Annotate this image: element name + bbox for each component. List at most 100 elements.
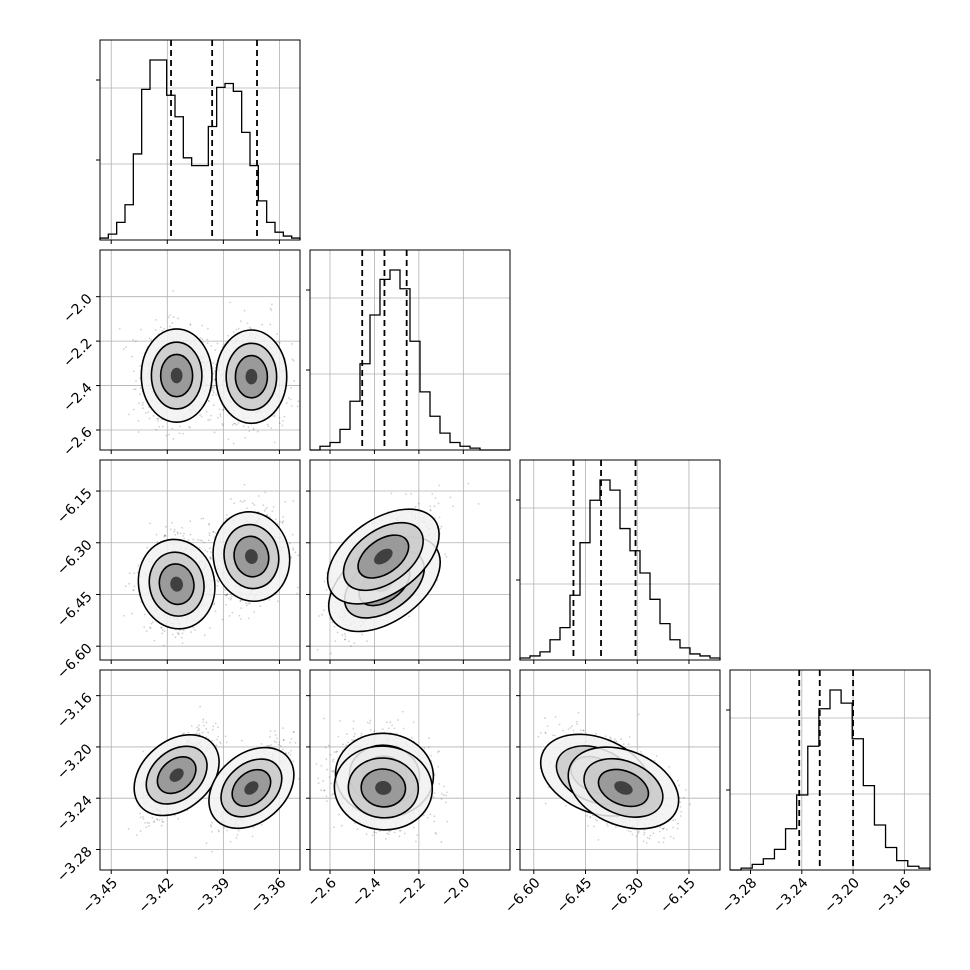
scatter-point xyxy=(272,505,275,508)
scatter-point xyxy=(169,528,172,531)
histogram-2 xyxy=(519,479,721,660)
scatter-point xyxy=(438,484,441,487)
scatter-point xyxy=(273,441,276,444)
scatter-point xyxy=(163,535,165,538)
scatter-point xyxy=(201,338,204,341)
scatter-point xyxy=(162,644,165,647)
scatter-point xyxy=(467,482,470,485)
scatter-point xyxy=(225,594,228,597)
scatter-point xyxy=(230,498,232,500)
scatter-point xyxy=(243,483,246,486)
scatter-point xyxy=(160,626,163,629)
scatter-point xyxy=(221,424,224,427)
scatter-point xyxy=(273,415,276,418)
scatter-point xyxy=(291,343,294,345)
scatter-point xyxy=(233,502,236,505)
scatter-point xyxy=(238,614,241,617)
scatter-point xyxy=(288,542,291,545)
scatter-point xyxy=(287,397,290,399)
scatter-point xyxy=(232,442,235,445)
panel-frame xyxy=(519,459,721,661)
scatter-point xyxy=(296,586,299,589)
scatter-point xyxy=(235,328,238,331)
scatter-point xyxy=(252,428,255,431)
scatter-point xyxy=(322,609,325,612)
scatter-point xyxy=(343,632,346,635)
scatter-point xyxy=(344,638,347,641)
scatter-point xyxy=(132,339,135,341)
scatter-point xyxy=(208,400,211,403)
scatter-point xyxy=(265,506,268,509)
scatter-point xyxy=(452,505,454,508)
scatter-point xyxy=(163,534,166,537)
scatter-point xyxy=(150,622,153,625)
scatter-point xyxy=(444,553,447,556)
scatter-point xyxy=(192,538,195,541)
scatter-point xyxy=(199,539,202,542)
scatter-point xyxy=(257,495,260,497)
scatter-point xyxy=(271,510,274,513)
scatter-point xyxy=(139,393,141,396)
scatter-point xyxy=(240,320,242,323)
scatter-point xyxy=(176,531,179,534)
scatter-point xyxy=(445,555,448,558)
scatter-point xyxy=(128,572,131,575)
scatter-point xyxy=(330,541,332,544)
scatter-point xyxy=(279,520,281,523)
scatter-point xyxy=(349,645,352,647)
panel-2-1 xyxy=(306,459,511,664)
scatter-point xyxy=(269,323,272,326)
scatter-point xyxy=(243,309,246,312)
scatter-point xyxy=(150,339,153,342)
scatter-point xyxy=(176,532,179,535)
panel-frame xyxy=(99,249,301,451)
scatter-point xyxy=(353,642,356,645)
scatter-point xyxy=(405,493,407,496)
scatter-point xyxy=(212,530,215,533)
scatter-point xyxy=(291,533,294,536)
scatter-point xyxy=(229,301,231,304)
y-tick-label: −6.15 xyxy=(54,485,96,527)
contour-level-3 xyxy=(245,549,258,565)
scatter-point xyxy=(203,541,206,544)
scatter-point xyxy=(234,422,237,425)
scatter-point xyxy=(171,322,174,324)
scatter-point xyxy=(223,593,226,596)
scatter-point xyxy=(171,427,174,430)
scatter-point xyxy=(133,388,136,391)
y-tick-label: −6.30 xyxy=(54,537,96,579)
scatter-point xyxy=(417,502,420,505)
scatter-point xyxy=(282,727,285,730)
scatter-point xyxy=(266,514,269,516)
scatter-point xyxy=(217,416,219,419)
scatter-point xyxy=(168,325,171,328)
scatter-point xyxy=(276,333,278,336)
scatter-point xyxy=(246,322,249,325)
scatter-point xyxy=(449,496,452,499)
scatter-point xyxy=(199,337,202,340)
scatter-point xyxy=(232,331,235,333)
panel-2-0: −6.60−6.45−6.30−6.15 xyxy=(54,459,301,682)
scatter-point xyxy=(172,290,175,292)
scatter-point xyxy=(269,515,271,518)
scatter-point xyxy=(190,631,193,633)
scatter-point xyxy=(217,580,220,583)
scatter-point xyxy=(284,500,287,503)
scatter-point xyxy=(213,431,216,434)
scatter-point xyxy=(128,582,131,585)
scatter-point xyxy=(408,615,410,618)
scatter-point xyxy=(278,422,281,425)
scatter-point xyxy=(123,614,125,617)
scatter-point xyxy=(183,537,186,540)
scatter-point xyxy=(292,547,294,549)
scatter-point xyxy=(131,612,133,615)
scatter-point xyxy=(180,636,183,639)
y-tick-label: −2.4 xyxy=(60,380,95,415)
panel-1-1 xyxy=(306,249,511,454)
scatter-point xyxy=(249,326,251,329)
scatter-point xyxy=(144,412,147,415)
panel-frame xyxy=(99,459,301,661)
scatter-point xyxy=(189,323,192,326)
scatter-point xyxy=(231,611,234,614)
scatter-point xyxy=(148,337,151,340)
